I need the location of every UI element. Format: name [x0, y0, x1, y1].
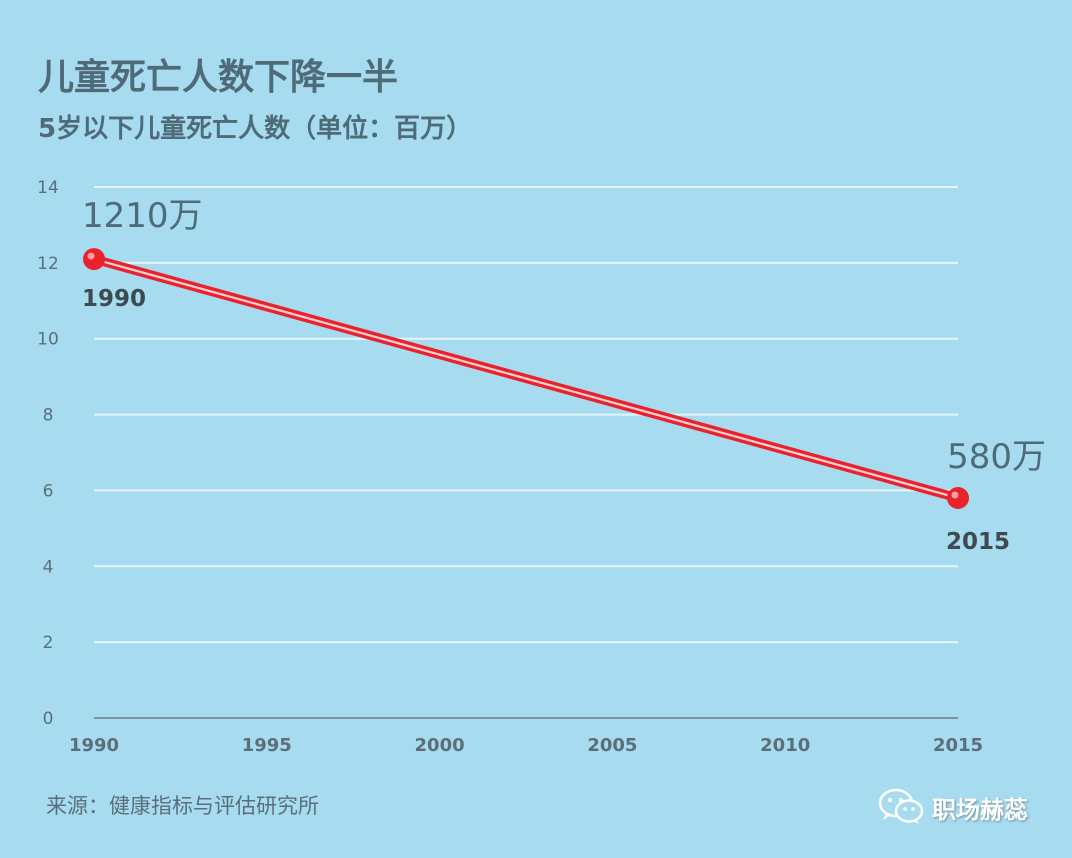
data-label: 580万: [947, 437, 1046, 477]
x-tick-label: 2000: [415, 735, 465, 756]
x-tick-label: 1990: [69, 735, 119, 756]
y-tick-label: 12: [37, 254, 59, 274]
y-tick-label: 10: [37, 330, 59, 350]
x-tick-label: 2005: [587, 735, 637, 756]
data-point: [83, 248, 105, 271]
y-tick-label: 14: [37, 178, 59, 198]
watermark-text: 职场赫蕊: [932, 795, 1028, 824]
point-label: 2015: [946, 529, 1010, 555]
watermark: 职场赫蕊: [878, 788, 1028, 826]
chart-title: 儿童死亡人数下降一半: [38, 57, 399, 98]
y-tick-label: 4: [43, 557, 54, 577]
series-line-highlight: [92, 257, 960, 500]
x-tick-label: 2015: [933, 735, 983, 756]
x-tick-label: 2010: [760, 735, 810, 756]
data-point-highlight: [87, 252, 95, 260]
point-label: 1990: [82, 286, 146, 312]
y-tick-label: 6: [43, 481, 54, 501]
data-point: [947, 487, 969, 510]
data-point-highlight: [951, 491, 959, 499]
y-tick-label: 2: [43, 633, 54, 653]
data-label: 1210万: [82, 196, 203, 236]
source-note: 来源：健康指标与评估研究所: [46, 794, 319, 818]
wechat-icon: [878, 788, 924, 824]
x-tick-label: 1995: [242, 735, 292, 756]
y-tick-label: 8: [43, 406, 54, 426]
y-tick-label: 0: [43, 709, 54, 729]
chart-subtitle: 5岁以下儿童死亡人数（单位：百万）: [38, 114, 473, 144]
